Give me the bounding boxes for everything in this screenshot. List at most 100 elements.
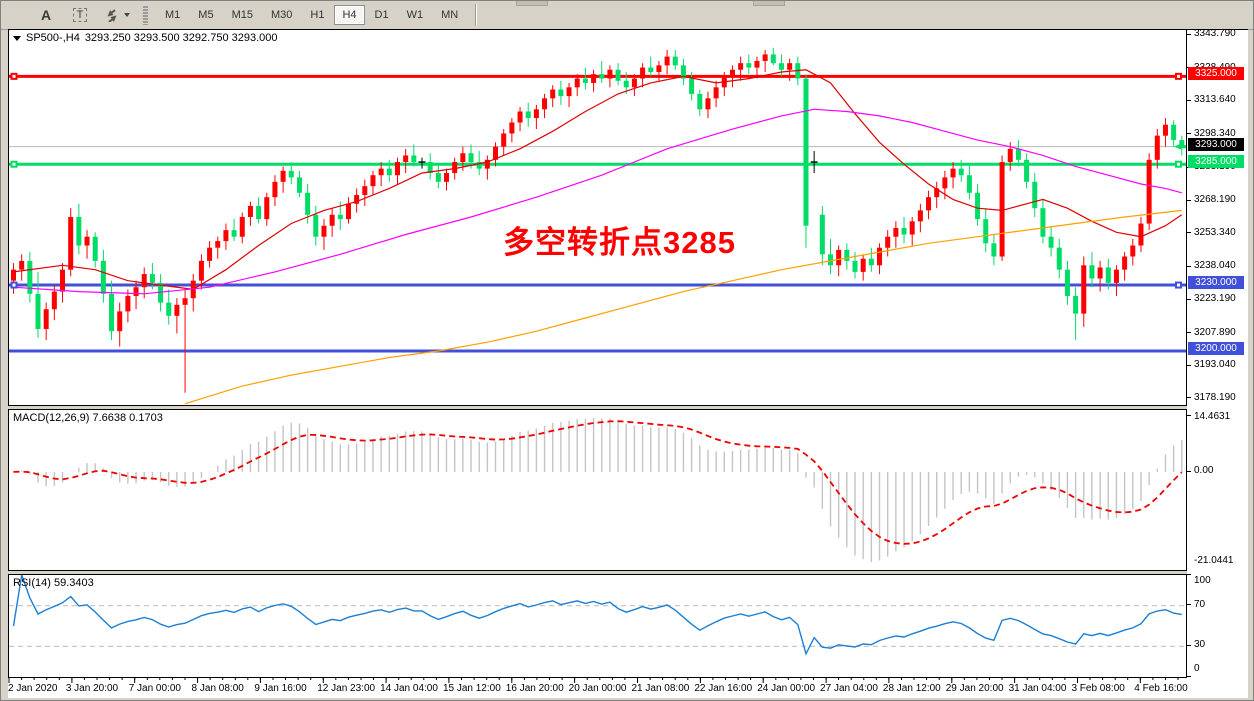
- time-axis-ticks: [8, 678, 1179, 683]
- arrows-tool-button[interactable]: [101, 4, 133, 26]
- time-label: 27 Jan 04:00: [820, 683, 878, 694]
- timeframe-button-h1[interactable]: H1: [310, 9, 325, 21]
- rsi-tick: [1187, 573, 1191, 575]
- symbol-title: SP500-,H4: [26, 32, 80, 44]
- time-label: 3 Feb 08:00: [1071, 683, 1125, 694]
- timeframe-button-d1[interactable]: D1: [374, 9, 389, 21]
- price-badge-3285[interactable]: 3285.000: [1188, 155, 1244, 169]
- time-label: 20 Jan 00:00: [568, 683, 627, 694]
- time-label: 8 Jan 08:00: [191, 683, 244, 694]
- timeframe-button-h4[interactable]: H4: [334, 5, 365, 25]
- slow-ma: [184, 209, 1182, 405]
- window-fragment: [753, 1, 785, 6]
- rsi-tick-label: 70: [1194, 598, 1206, 610]
- toolbar-grip[interactable]: [143, 5, 148, 25]
- price-tick-label: 3268.190: [1194, 194, 1236, 206]
- medium-ma: [13, 108, 1182, 295]
- time-label: 2 Jan 2020: [8, 683, 58, 694]
- price-tick-label: 3298.340: [1194, 127, 1236, 139]
- timeframe-button-m5[interactable]: M5: [198, 9, 214, 21]
- timeframe-group: M1 M5 M15 M30 H1 H4 D1 W1 MN: [156, 5, 467, 25]
- rsi-panel[interactable]: RSI(14) 59.3403: [8, 574, 1187, 678]
- rsi-label: RSI(14) 59.3403: [13, 577, 94, 589]
- toolbar-separator: [475, 4, 477, 26]
- time-label: 31 Jan 04:00: [1008, 683, 1067, 694]
- time-label: 3 Jan 20:00: [65, 683, 119, 694]
- price-tick-label: 3253.340: [1194, 226, 1236, 238]
- price-tick-label: 3313.640: [1194, 94, 1236, 106]
- time-label: 28 Jan 12:00: [882, 683, 941, 694]
- price-tick: [1187, 364, 1191, 366]
- time-label: 29 Jan 20:00: [945, 683, 1004, 694]
- price-badge-3200[interactable]: 3200.000: [1188, 342, 1244, 355]
- symbol-dropdown-icon[interactable]: [13, 35, 21, 41]
- price-tick: [1187, 265, 1191, 267]
- price-tick-label: 3238.040: [1194, 260, 1236, 272]
- chart-header: SP500-,H4 3293.250 3293.500 3292.750 329…: [13, 32, 278, 44]
- chart-annotation-text[interactable]: 多空转折点3285: [503, 225, 736, 260]
- price-tick-label: 3193.040: [1194, 359, 1236, 371]
- price-tick: [1187, 33, 1191, 35]
- rsi-tick: [1187, 604, 1191, 606]
- rsi-tick: [1187, 675, 1191, 677]
- price-tick-label: 3178.190: [1194, 391, 1236, 403]
- time-label: 22 Jan 16:00: [694, 683, 753, 694]
- macd-min-label: -21.0441: [1194, 555, 1234, 566]
- time-axis[interactable]: 2 Jan 2020 3 Jan 20:00 7 Jan 00:00 8 Jan 08…: [8, 678, 1248, 698]
- macd-signal-line: [13, 420, 1183, 545]
- time-label: 24 Jan 00:00: [757, 683, 816, 694]
- window-fragment: [516, 1, 548, 6]
- ohlc-values: 3293.250 3293.500 3292.750 3293.000: [84, 32, 278, 44]
- current-price-badge: 3293.000: [1188, 137, 1244, 151]
- time-label: 21 Jan 08:00: [631, 683, 690, 694]
- price-tick-label: 3223.190: [1194, 293, 1236, 304]
- price-tick: [1187, 133, 1191, 135]
- time-label: 16 Jan 20:00: [505, 683, 564, 694]
- macd-label: MACD(12,26,9) 7.6638 0.1703: [13, 412, 163, 424]
- toolbar: A T M1 M5 M15 M30 H1 H4 D1 W1 MN: [1, 1, 1253, 30]
- label-tool-glyph: A: [40, 7, 52, 23]
- price-tick: [1187, 232, 1191, 234]
- bid-pointer-icon: [1174, 143, 1181, 150]
- fast-ma: [13, 69, 1183, 291]
- rsi-tick-label: 100: [1194, 575, 1211, 586]
- timeframe-button-m15[interactable]: M15: [231, 9, 253, 21]
- macd-chart[interactable]: [9, 410, 1186, 570]
- price-badge-3230[interactable]: 3230.000: [1188, 276, 1244, 290]
- chevron-down-icon: [124, 13, 130, 17]
- price-tick-label: 3328.490: [1194, 62, 1236, 73]
- text-tool-glyph: T: [72, 8, 88, 22]
- macd-max-label: 14.4631: [1194, 411, 1231, 422]
- rsi-line: [12, 575, 1182, 656]
- label-tool-button[interactable]: A: [35, 4, 57, 26]
- price-tick: [1187, 199, 1191, 201]
- main-chart-panel[interactable]: SP500-,H4 3293.250 3293.500 3292.750 329…: [8, 29, 1187, 406]
- candlestick-chart[interactable]: [9, 30, 1186, 405]
- trend-arrows-icon: [107, 9, 117, 22]
- price-tick: [1187, 298, 1191, 300]
- time-label: 15 Jan 12:00: [442, 683, 501, 694]
- macd-panel[interactable]: MACD(12,26,9) 7.6638 0.1703: [8, 409, 1187, 571]
- timeframe-button-m1[interactable]: M1: [165, 9, 181, 21]
- time-label: 12 Jan 23:00: [317, 683, 376, 694]
- macd-tick: [1187, 470, 1191, 472]
- timeframe-button-mn[interactable]: MN: [441, 9, 459, 21]
- time-label: 7 Jan 00:00: [128, 683, 181, 694]
- rsi-tick: [1187, 644, 1191, 646]
- time-label: 9 Jan 16:00: [254, 683, 307, 694]
- timeframe-button-w1[interactable]: W1: [406, 9, 424, 21]
- time-label: 4 Feb 16:00: [1134, 683, 1188, 694]
- rsi-tick-label: 30: [1194, 639, 1206, 651]
- macd-tick: [1187, 415, 1191, 416]
- price-tick: [1187, 397, 1191, 399]
- timeframe-button-m30[interactable]: M30: [270, 9, 293, 21]
- rsi-tick-label: 0: [1194, 663, 1200, 674]
- price-tick-label: 3343.790: [1194, 28, 1236, 40]
- macd-zero-label: 0.00: [1194, 464, 1214, 476]
- text-tool-button[interactable]: T: [69, 4, 91, 26]
- price-badge-3325[interactable]: 3325.000: [1188, 67, 1244, 81]
- rsi-chart[interactable]: [9, 575, 1186, 677]
- price-tick-label: 3207.890: [1194, 326, 1236, 338]
- time-label: 14 Jan 04:00: [380, 683, 438, 694]
